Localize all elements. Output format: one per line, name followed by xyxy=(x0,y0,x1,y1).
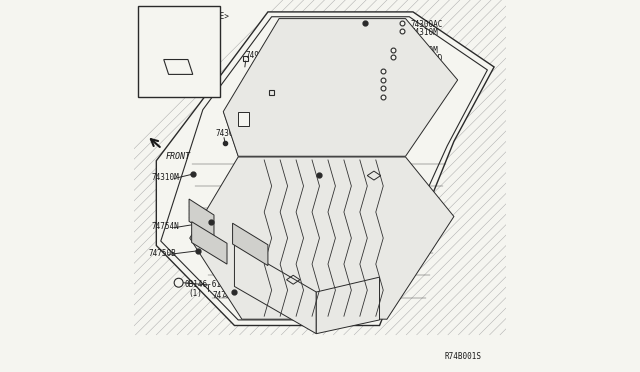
Text: 74310M: 74310M xyxy=(410,28,438,37)
Circle shape xyxy=(174,278,183,287)
Polygon shape xyxy=(316,277,380,334)
Bar xyxy=(138,6,220,97)
Text: 74310M: 74310M xyxy=(410,46,438,55)
Text: 74310M: 74310M xyxy=(410,85,438,94)
Text: 74750B: 74750B xyxy=(213,291,241,300)
Polygon shape xyxy=(161,17,488,320)
Text: 74750B: 74750B xyxy=(149,249,177,258)
Polygon shape xyxy=(234,244,316,334)
Polygon shape xyxy=(191,222,227,264)
Polygon shape xyxy=(238,112,250,126)
Bar xyxy=(269,90,274,95)
Text: 74981W: 74981W xyxy=(279,278,307,286)
Text: 74991X: 74991X xyxy=(347,23,374,32)
Text: 74754: 74754 xyxy=(215,237,238,246)
Text: 74300AC: 74300AC xyxy=(410,68,442,77)
Polygon shape xyxy=(189,199,214,237)
Text: 74310M: 74310M xyxy=(302,174,330,183)
Polygon shape xyxy=(223,19,458,156)
Text: 74310M: 74310M xyxy=(152,173,180,182)
Text: 74981W: 74981W xyxy=(246,51,273,60)
Text: 74754N: 74754N xyxy=(152,222,180,231)
Polygon shape xyxy=(156,12,494,326)
Text: 0B146-6165H: 0B146-6165H xyxy=(184,280,235,289)
Bar xyxy=(243,56,248,61)
Text: 74300AC: 74300AC xyxy=(410,93,442,102)
Polygon shape xyxy=(190,157,454,319)
Text: 74981WA: 74981WA xyxy=(271,84,303,93)
Text: B: B xyxy=(177,280,180,285)
Text: 74882R: 74882R xyxy=(142,62,170,71)
Text: <INSULATOR-FUSIBLE>: <INSULATOR-FUSIBLE> xyxy=(141,12,229,21)
Text: R74B001S: R74B001S xyxy=(445,352,482,361)
Text: 74300AD: 74300AD xyxy=(410,77,442,86)
Text: 74300AD: 74300AD xyxy=(410,54,442,62)
Polygon shape xyxy=(232,223,268,266)
Text: 74981W: 74981W xyxy=(356,174,384,183)
Text: 74300AC: 74300AC xyxy=(410,20,442,29)
Text: 74300AA: 74300AA xyxy=(215,129,248,138)
Text: FRONT: FRONT xyxy=(166,152,191,161)
Text: (1): (1) xyxy=(189,289,202,298)
